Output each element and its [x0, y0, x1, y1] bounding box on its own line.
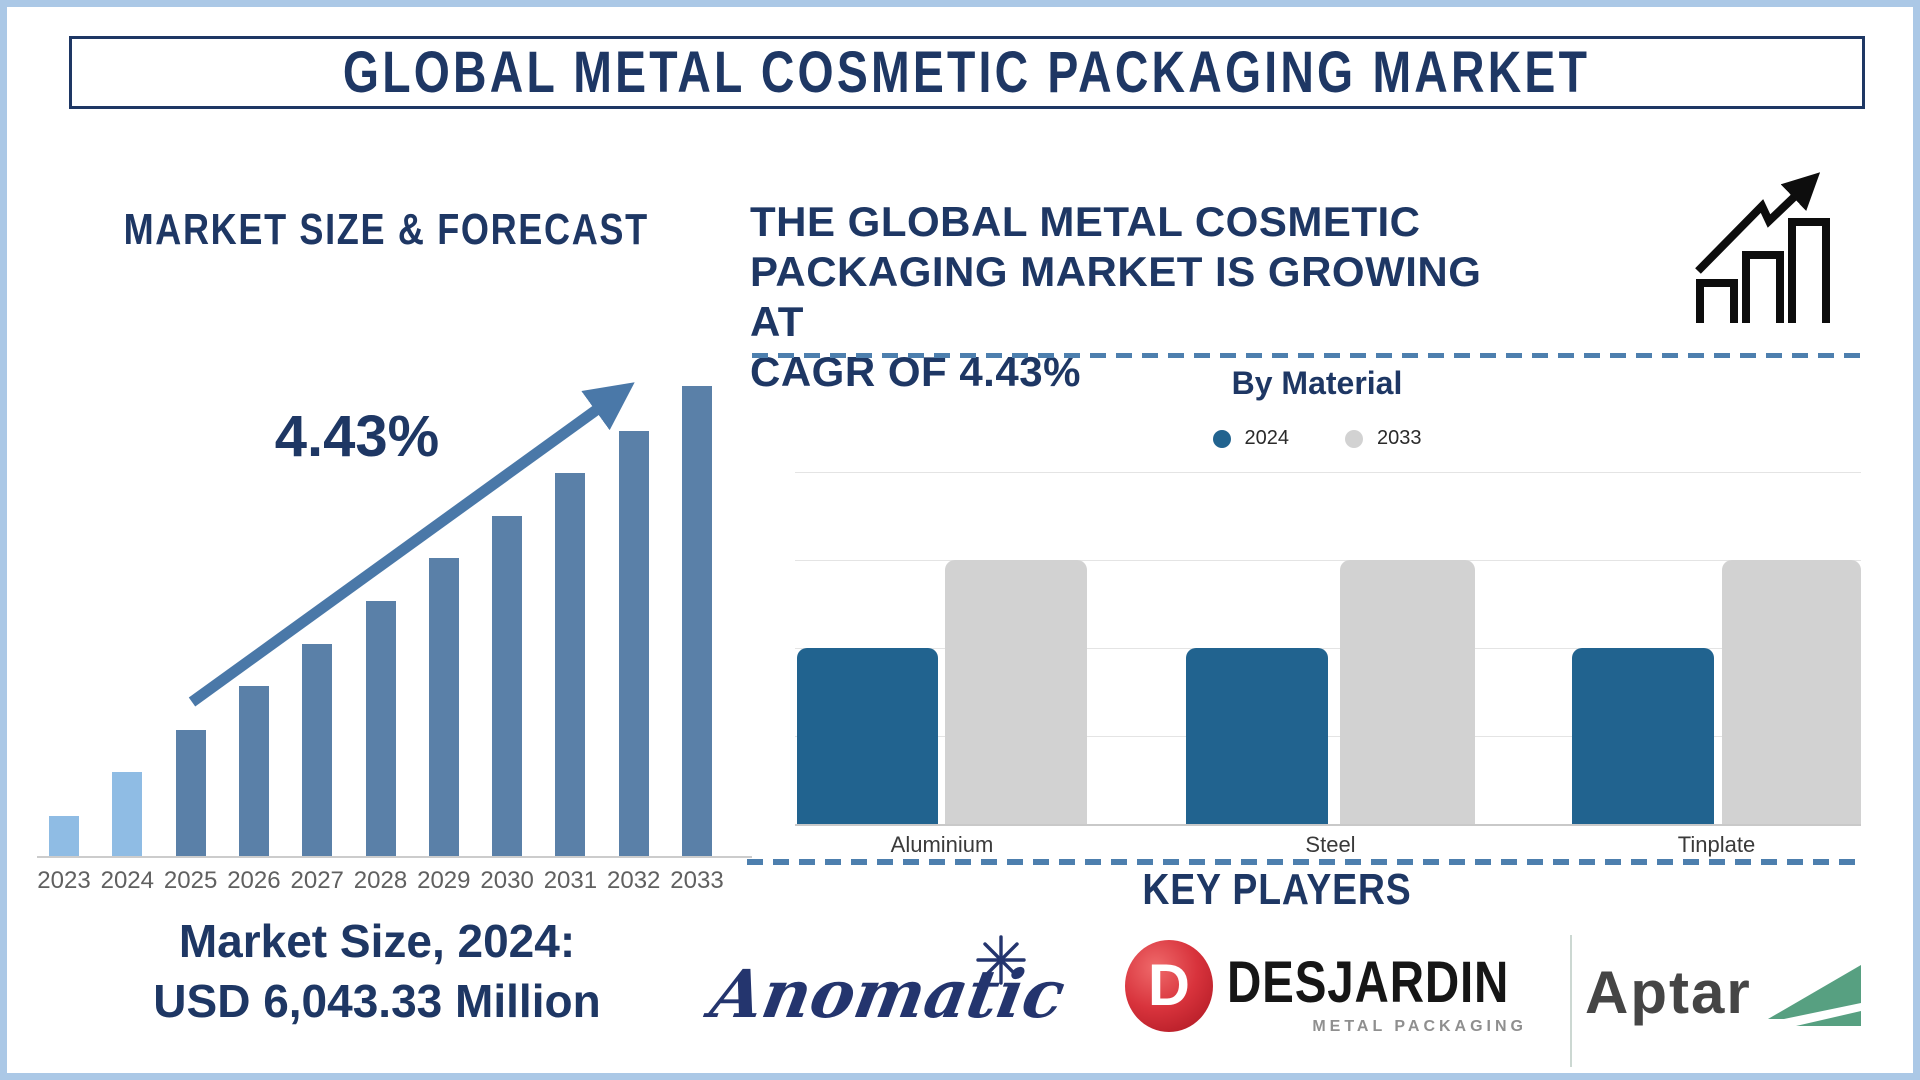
market-size-line1: Market Size, 2024:: [178, 915, 576, 967]
logo-divider: [1570, 935, 1572, 1067]
market-size-forecast-chart: [37, 375, 752, 856]
forecast-bar-2024: [112, 772, 143, 856]
material-bar-Tinplate-2024: [1572, 648, 1714, 824]
forecast-bar-2031: [555, 473, 586, 856]
gridline: [795, 472, 1861, 473]
growth-statement-line: THE GLOBAL METAL COSMETIC: [750, 198, 1421, 245]
desjardin-text-column: DESJARDIN METAL PACKAGING: [1227, 954, 1527, 1036]
title-box: GLOBAL METAL COSMETIC PACKAGING MARKET: [69, 36, 1865, 109]
desjardin-monogram: D: [1148, 953, 1190, 1018]
forecast-bar-2026: [238, 686, 269, 856]
legend-label: 2024: [1244, 427, 1290, 449]
forecast-year-label: 2028: [353, 867, 408, 894]
anomatic-star-icon: [976, 935, 1026, 985]
forecast-year-label: 2031: [543, 867, 598, 894]
x-axis-line: [795, 824, 1861, 826]
by-material-category-labels: Aluminium Steel Tinplate: [795, 832, 1861, 860]
forecast-bar-2030: [492, 516, 523, 856]
forecast-bar-2025: [175, 730, 206, 856]
legend-dot: [1345, 429, 1363, 448]
legend-item-2024: 2024: [1212, 427, 1290, 450]
growth-statement: THE GLOBAL METAL COSMETIC PACKAGING MARK…: [750, 197, 1510, 397]
gridline: [795, 560, 1861, 561]
forecast-bar-2023: [49, 816, 79, 856]
page-title: GLOBAL METAL COSMETIC PACKAGING MARKET: [343, 40, 1591, 105]
forecast-year-label: 2026: [227, 867, 281, 894]
forecast-year-label: 2023: [37, 867, 91, 894]
forecast-year-label: 2029: [417, 867, 471, 894]
material-bar-Steel-2033: [1340, 560, 1475, 824]
market-size-forecast-heading: MARKET SIZE & FORECAST: [123, 205, 649, 254]
gridline: [795, 648, 1861, 649]
aptar-logo: Aptar: [1585, 947, 1885, 1037]
forecast-year-label: 2024: [100, 867, 154, 894]
forecast-year-label: 2032: [606, 867, 661, 894]
chart-legend: 2024 2033: [797, 427, 1837, 450]
forecast-bar-2029: [428, 558, 459, 856]
legend-item-2033: 2033: [1345, 427, 1422, 450]
material-category-label: Steel: [1305, 832, 1356, 857]
growth-statement-line: PACKAGING MARKET IS GROWING AT: [750, 248, 1482, 345]
market-size-value: Market Size, 2024: USD 6,043.33 Million: [67, 912, 687, 1032]
material-bar-Aluminium-2033: [945, 560, 1087, 824]
forecast-bar-2028: [365, 601, 396, 856]
gridline: [795, 736, 1861, 737]
forecast-year-label: 2027: [290, 867, 344, 894]
forecast-x-axis: [37, 856, 752, 858]
desjardin-globe-icon: D: [1125, 940, 1213, 1032]
desjardin-logo-text: DESJARDIN: [1227, 950, 1510, 1015]
anomatic-logo: Anomatic: [702, 935, 1070, 1052]
material-bar-Aluminium-2024: [797, 648, 938, 824]
dashed-divider-top: [752, 353, 1860, 358]
material-bar-Steel-2024: [1186, 648, 1328, 824]
forecast-year-label: 2033: [670, 867, 724, 894]
material-bar-Tinplate-2033: [1722, 560, 1861, 824]
by-material-title: By Material: [1231, 365, 1403, 401]
by-material-chart: [795, 472, 1861, 826]
legend-dot: [1212, 429, 1231, 448]
forecast-bar-2032: [618, 431, 649, 856]
growth-trend-arrow: [188, 382, 635, 707]
forecast-year-label: 2030: [480, 867, 534, 894]
dashed-divider-bottom: [747, 859, 1862, 865]
market-size-line2: USD 6,043.33 Million: [153, 974, 601, 1027]
forecast-bar-2033: [682, 386, 712, 856]
desjardin-logo: D DESJARDIN METAL PACKAGING: [1125, 932, 1545, 1047]
growth-chart-icon: [1695, 172, 1830, 323]
legend-label: 2033: [1377, 427, 1422, 449]
cagr-annotation: 4.43%: [274, 404, 440, 469]
aptar-arrow-icon: [1767, 965, 1861, 1026]
material-category-label: Tinplate: [1677, 832, 1756, 857]
forecast-year-labels: 2023 2024 2025 2026 2027 2028 2029 2030 2031 2032…: [37, 867, 752, 897]
forecast-year-label: 2025: [163, 867, 218, 894]
aptar-logo-text: Aptar: [1585, 958, 1752, 1026]
material-category-label: Aluminium: [890, 832, 994, 857]
desjardin-logo-subtext: METAL PACKAGING: [1312, 1018, 1527, 1035]
forecast-bar-2027: [302, 644, 333, 856]
key-players-heading: KEY PLAYERS: [1142, 865, 1412, 914]
